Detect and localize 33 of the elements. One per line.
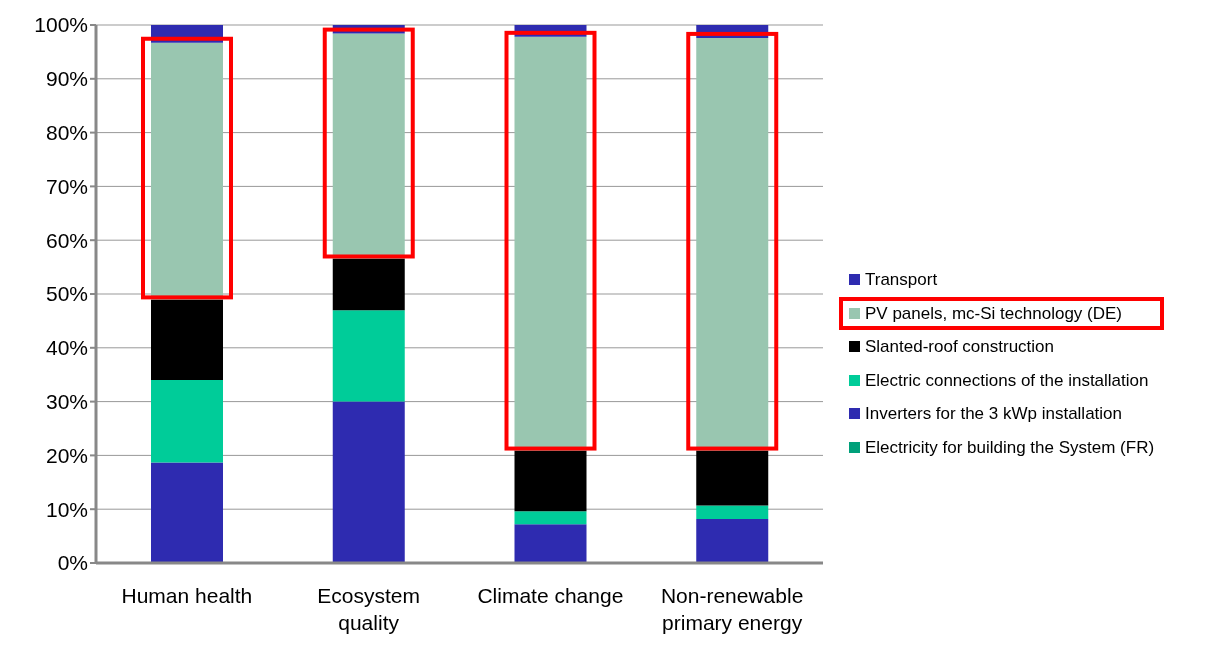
x-tick-label: Non-renewable primary energy: [660, 584, 804, 634]
y-tick-label: 60%: [45, 228, 88, 252]
y-tick-label: 0%: [57, 551, 88, 575]
y-tick-label: 20%: [45, 443, 88, 467]
bar: [332, 258, 405, 311]
legend-label: Electricity for building the System (FR): [865, 436, 1155, 459]
bar: [332, 310, 405, 402]
legend-label: PV panels, mc-Si technology (DE): [865, 302, 1122, 325]
legend-label: Slanted-roof construction: [865, 336, 1054, 358]
y-tick-label: 50%: [45, 282, 88, 306]
y-tick-label: 10%: [45, 497, 88, 521]
y-tick-label: 80%: [45, 121, 88, 145]
x-tick-label: Climate change: [477, 584, 624, 607]
legend-label: Inverters for the 3 kWp installation: [865, 403, 1123, 425]
y-tick-label: 100%: [34, 13, 88, 37]
x-tick-label: Ecosystem quality: [317, 584, 420, 634]
y-tick-label: 70%: [45, 174, 88, 198]
bar: [332, 401, 405, 563]
y-tick-label: 90%: [45, 67, 88, 91]
legend-label: Transport: [865, 269, 938, 291]
bar: [696, 450, 769, 506]
bar: [151, 380, 223, 463]
bar: [514, 450, 587, 512]
bar: [151, 299, 223, 381]
bar: [514, 524, 587, 563]
bar: [696, 518, 769, 563]
bar: [514, 511, 587, 525]
bar: [151, 462, 223, 563]
legend-label: Electric connections of the installation: [865, 369, 1149, 392]
y-tick-label: 40%: [45, 336, 88, 360]
x-tick-label: Human health: [121, 584, 253, 607]
y-tick-label: 30%: [45, 390, 88, 414]
bar: [696, 505, 769, 519]
